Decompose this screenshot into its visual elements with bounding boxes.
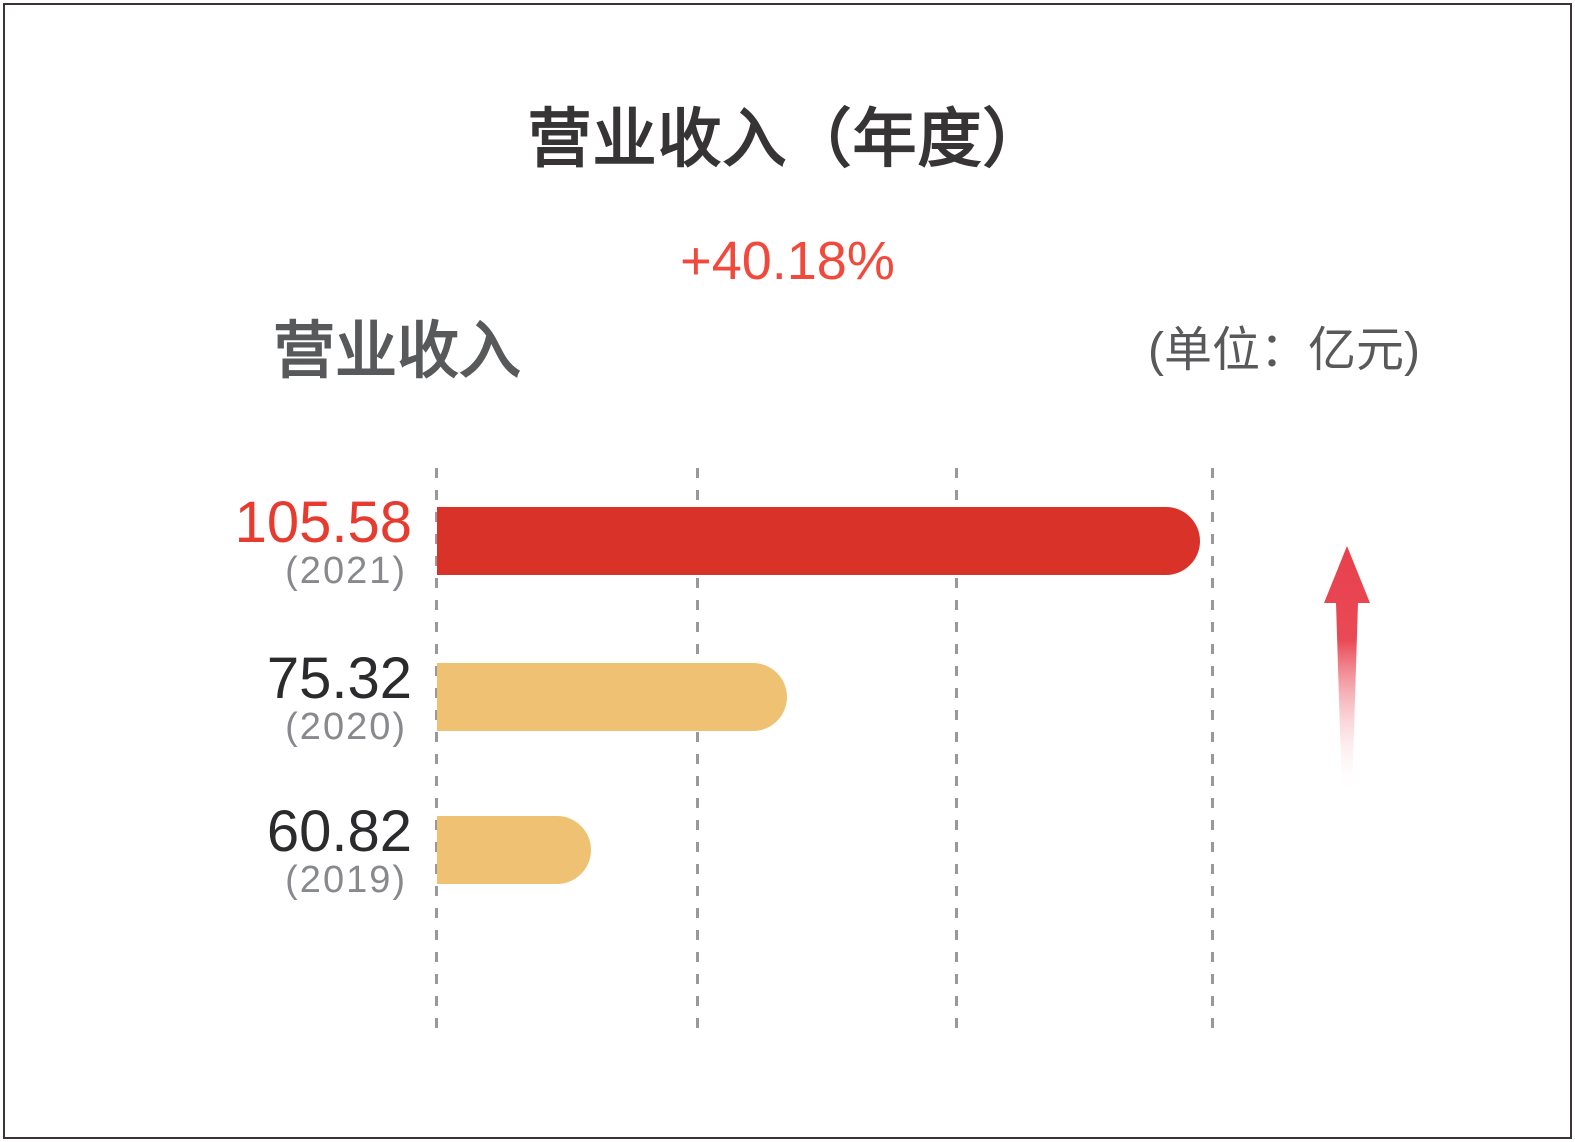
value-label-2019: 60.82 [266,799,412,864]
year-label-2020: (2020) [285,706,407,748]
gridline [955,468,958,1030]
bar-row-2019: 60.82 (2019) [0,803,1575,963]
value-label-2020: 75.32 [266,646,412,711]
value-label-2021: 105.58 [234,490,412,555]
gridline [696,468,699,1030]
bar-row-2021: 105.58 (2021) [0,494,1575,654]
bar-row-2020: 75.32 (2020) [0,650,1575,810]
revenue-bar-2019 [437,816,591,884]
up-trend-arrow-icon [1316,546,1378,796]
revenue-bar-2020 [437,663,787,731]
gridline [1211,468,1214,1030]
chart-title: 营业收入（年度） [527,103,1048,175]
unit-label: (单位：亿元) [1148,324,1420,377]
series-label: 营业收入 [273,317,522,386]
growth-percentage: +40.18% [680,231,895,291]
revenue-bar-2021 [437,507,1200,575]
year-label-2019: (2019) [285,859,407,901]
year-label-2021: (2021) [285,550,407,592]
gridline [435,468,438,1030]
